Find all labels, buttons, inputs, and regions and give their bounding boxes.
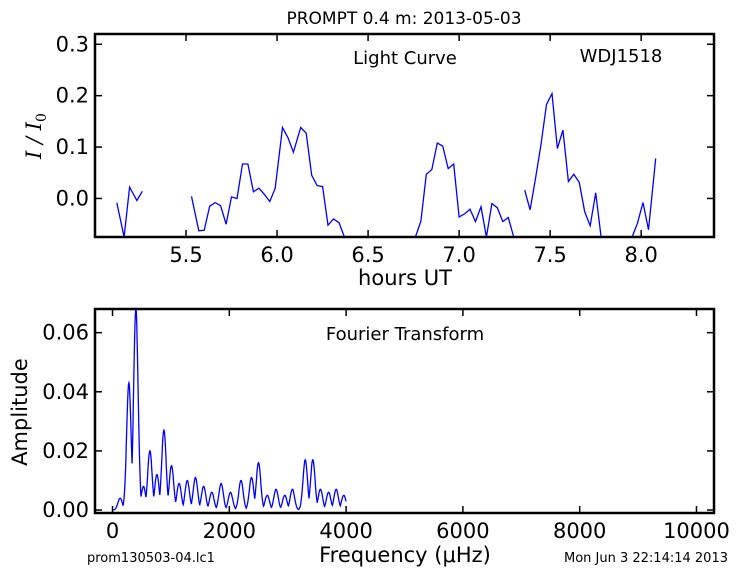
light-curve-panel: 5.5 6.0 6.5 7.0 7.5 8.0 0.0 0.1 0.2 0.3 Light Cur… (22, 32, 716, 290)
fourier-annotation: Fourier Transform (326, 324, 484, 345)
light-curve-ylabel: I / I0 (22, 113, 50, 160)
footer-filename: prom130503-04.lc1 (87, 551, 215, 566)
light-curve-xtick-label: 6.0 (260, 243, 293, 267)
fourier-amplitude-line (112, 308, 347, 511)
light-curve-ytick-label: 0.3 (56, 32, 89, 56)
light-curve-segment (631, 158, 657, 238)
light-curve-xtick-label: 6.5 (351, 243, 384, 267)
fourier-xlabel: Frequency (μHz) (319, 543, 491, 567)
light-curve-segment (190, 125, 346, 238)
ylabel-subscript: 0 (34, 113, 50, 122)
light-curve-segment (524, 91, 602, 238)
fourier-ylabel: Amplitude (8, 358, 32, 466)
light-curve-ticks: 5.5 6.0 6.5 7.0 7.5 8.0 0.0 0.1 0.2 0.3 (56, 32, 714, 267)
fourier-axes-frame (93, 307, 716, 515)
fourier-panel: 0 2000 4000 6000 8000 10000 0.00 0.02 0.04 0.06 F… (8, 307, 730, 567)
light-curve-xtick-label: 7.0 (442, 243, 475, 267)
fourier-ytick-label: 0.02 (42, 439, 89, 463)
fourier-xtick-label: 2000 (203, 519, 256, 543)
fourier-ticks: 0 2000 4000 6000 8000 10000 0.00 0.02 0.04 0.06 (42, 309, 730, 543)
light-curve-ytick-label: 0.1 (56, 135, 89, 159)
light-curve-xtick-label: 5.5 (169, 243, 202, 267)
fourier-xtick-label: 10000 (663, 519, 730, 543)
fourier-ytick-label: 0.06 (42, 321, 89, 345)
light-curve-xtick-label: 8.0 (624, 243, 657, 267)
fourier-series (112, 308, 347, 511)
light-curve-segment (414, 142, 515, 238)
light-curve-xlabel: hours UT (358, 266, 452, 290)
light-curve-axes-frame (93, 32, 716, 239)
fourier-xtick-label: 4000 (319, 519, 372, 543)
fourier-xtick-label: 0 (106, 519, 119, 543)
light-curve-ytick-label: 0.0 (56, 186, 89, 210)
footer-timestamp: Mon Jun 3 22:14:14 2013 (564, 551, 728, 566)
fourier-xtick-label: 6000 (436, 519, 489, 543)
fourier-ytick-label: 0.00 (42, 498, 89, 522)
light-curve-annotation: Light Curve (353, 48, 457, 69)
light-curve-segment (116, 184, 143, 238)
fourier-xtick-label: 8000 (553, 519, 606, 543)
ylabel-main: I / I (22, 121, 46, 160)
light-curve-series (116, 91, 657, 238)
figure-title: PROMPT 0.4 m: 2013-05-03 (286, 9, 521, 29)
object-name-label: WDJ1518 (580, 46, 663, 67)
light-curve-xtick-label: 7.5 (533, 243, 566, 267)
fourier-ytick-label: 0.04 (42, 380, 89, 404)
light-curve-ytick-label: 0.2 (56, 84, 89, 108)
